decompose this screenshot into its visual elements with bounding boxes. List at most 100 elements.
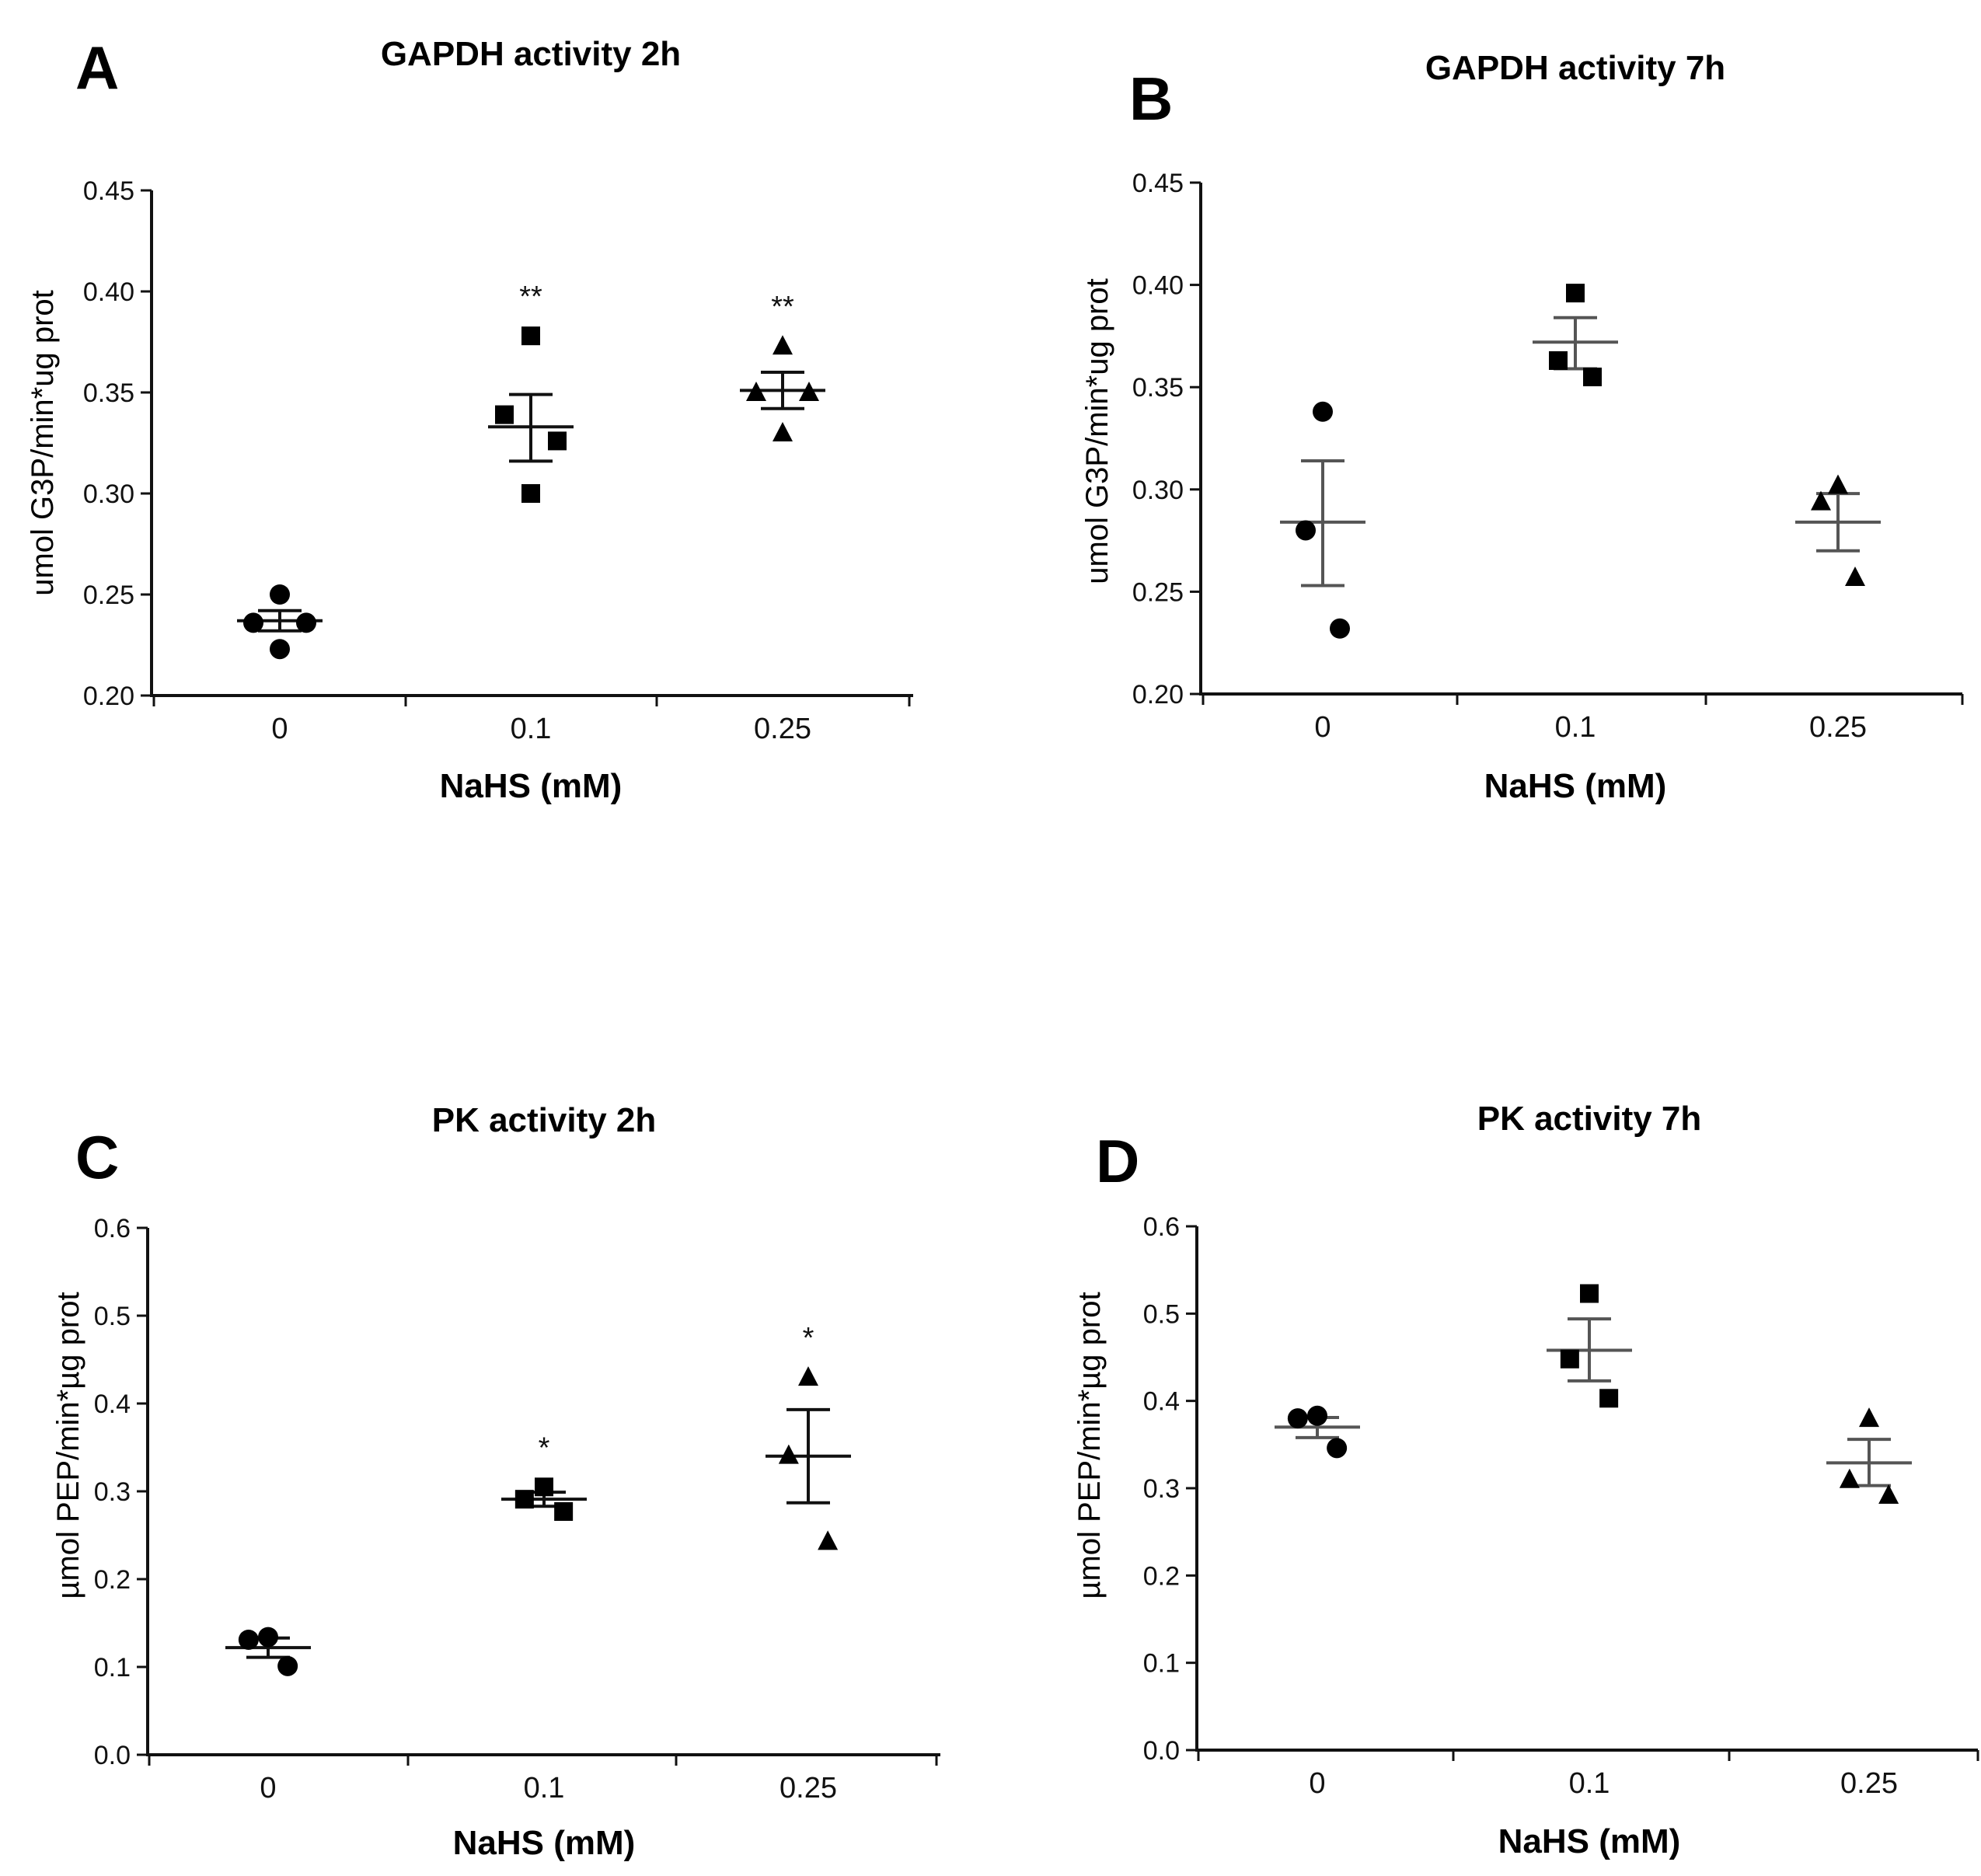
data-point (535, 1477, 553, 1497)
data-point (1583, 368, 1602, 387)
panel-c: C PK activity 2h µmol PEP/min*µg prot Na… (0, 1010, 971, 1876)
y-tick-label: 0.20 (83, 682, 134, 711)
panel-letter: A (75, 33, 120, 102)
data-point (514, 1490, 534, 1509)
data-point (773, 335, 793, 355)
plot-area: 0.0 0.1 0.2 0.3 0.4 0.5 0.6 0 0.1 0.25 (1143, 1212, 1979, 1800)
data-point (495, 405, 514, 424)
data-point (799, 382, 819, 401)
y-tick-label: 0.35 (83, 378, 134, 408)
y-tick-label: 0.2 (94, 1565, 131, 1595)
data-point (1845, 566, 1865, 586)
y-tick-label: 0.40 (1132, 271, 1184, 301)
data-point (746, 382, 766, 401)
y-tick-label: 0.4 (94, 1390, 131, 1419)
plot-area: 0.0 0.1 0.2 0.3 0.4 0.5 0.6 0 0.1 0.25 * * (94, 1214, 940, 1805)
data-point (296, 612, 316, 633)
data-point (1859, 1407, 1879, 1428)
x-tick-label: 0 (1309, 1767, 1325, 1800)
data-point (521, 484, 540, 503)
y-tick-label: 0.1 (94, 1653, 131, 1682)
data-point (548, 431, 567, 451)
data-point (1313, 401, 1333, 422)
data-point (1839, 1468, 1860, 1488)
data-point (1878, 1484, 1899, 1504)
x-tick-label: 0.1 (1555, 711, 1596, 744)
y-tick-label: 0.6 (1143, 1212, 1180, 1242)
y-tick-label: 0.1 (1143, 1649, 1180, 1679)
data-point (270, 584, 290, 605)
plot-area: 0.20 0.25 0.30 0.35 0.40 0.45 0 0.1 0.25 ** ** (83, 176, 913, 745)
data-point (1287, 1408, 1308, 1429)
y-tick-label: 0.4 (1143, 1387, 1180, 1417)
chart-title: GAPDH activity 7h (1425, 49, 1726, 87)
plot-area: 0.20 0.25 0.30 0.35 0.40 0.45 0 0.1 0.25 (1132, 169, 1964, 744)
data-point (773, 422, 793, 441)
significance-label: ** (771, 291, 794, 323)
data-point (270, 639, 290, 660)
y-tick-label: 0.30 (83, 479, 134, 509)
y-tick-label: 0.25 (1132, 577, 1184, 607)
y-tick-label: 0.3 (1143, 1474, 1180, 1504)
chart-title: PK activity 2h (431, 1101, 657, 1139)
y-tick-label: 0.5 (1143, 1299, 1180, 1329)
x-tick-label: 0 (1314, 711, 1331, 744)
x-tick-label: 0.25 (1840, 1767, 1898, 1800)
data-point (554, 1501, 574, 1521)
data-point (1580, 1284, 1599, 1303)
significance-label: * (803, 1322, 814, 1355)
significance-label: ** (519, 281, 542, 313)
y-tick-label: 0.0 (94, 1741, 131, 1770)
data-point (778, 1444, 799, 1464)
y-tick-label: 0.5 (94, 1302, 131, 1331)
x-tick-label: 0.1 (511, 713, 552, 745)
data-point (277, 1655, 298, 1676)
data-point (521, 326, 540, 346)
x-axis-label: NaHS (mM) (1484, 767, 1667, 805)
data-point (1549, 350, 1568, 370)
data-point (798, 1366, 818, 1386)
data-point (1566, 284, 1585, 303)
x-axis-label: NaHS (mM) (1498, 1822, 1681, 1860)
panel-letter: C (75, 1123, 120, 1191)
y-tick-label: 0.45 (1132, 169, 1184, 198)
chart-title: GAPDH activity 2h (380, 35, 682, 73)
x-axis-label: NaHS (mM) (452, 1824, 636, 1862)
y-tick-label: 0.2 (1143, 1561, 1180, 1591)
y-tick-label: 0.35 (1132, 373, 1184, 403)
data-point (1330, 618, 1350, 639)
data-point (238, 1629, 259, 1650)
y-tick-label: 0.30 (1132, 476, 1184, 505)
panel-b: B GAPDH activity 7h umol G3P/min*ug prot… (1003, 0, 1981, 894)
panel-letter: B (1129, 65, 1174, 133)
panel-letter: D (1096, 1127, 1140, 1195)
data-point (243, 612, 263, 633)
y-tick-label: 0.40 (83, 277, 134, 307)
y-tick-label: 0.25 (83, 581, 134, 610)
x-tick-label: 0.25 (1809, 711, 1867, 744)
y-tick-label: 0.45 (83, 176, 134, 206)
x-tick-label: 0 (260, 1772, 276, 1805)
data-point (1828, 474, 1848, 494)
panel-a: A GAPDH activity 2h umol G3P/min*ug prot… (0, 0, 971, 894)
x-tick-label: 0.25 (754, 713, 811, 745)
x-tick-label: 0.1 (524, 1772, 565, 1805)
x-axis-label: NaHS (mM) (439, 767, 623, 805)
data-point (1327, 1438, 1348, 1459)
panel-d: D PK activity 7h µmol PEP/min*µg prot Na… (1003, 1010, 1981, 1876)
y-tick-label: 0.3 (94, 1477, 131, 1507)
y-tick-label: 0.6 (94, 1214, 131, 1243)
chart-title: PK activity 7h (1477, 1100, 1702, 1138)
data-point (818, 1530, 839, 1550)
data-point (1307, 1405, 1327, 1426)
x-tick-label: 0 (271, 713, 288, 745)
y-tick-label: 0.0 (1143, 1736, 1180, 1766)
x-tick-label: 0.1 (1569, 1767, 1610, 1800)
y-tick-label: 0.20 (1132, 680, 1184, 710)
x-tick-label: 0.25 (779, 1772, 837, 1805)
data-point (258, 1627, 278, 1648)
data-point (1811, 490, 1831, 511)
significance-label: * (539, 1431, 550, 1464)
data-point (1296, 520, 1316, 541)
data-point (1599, 1389, 1619, 1408)
